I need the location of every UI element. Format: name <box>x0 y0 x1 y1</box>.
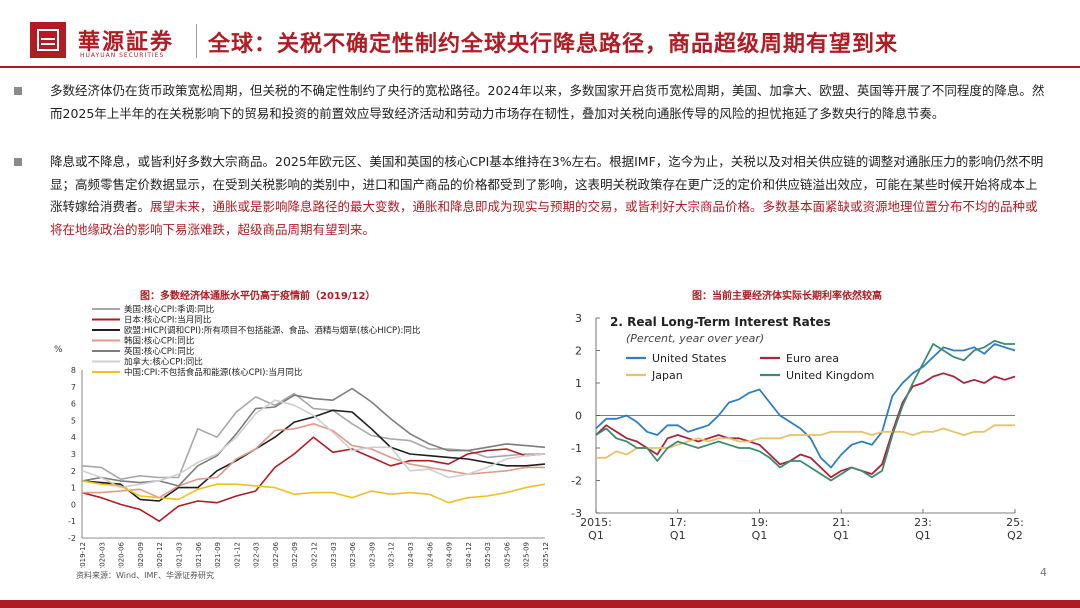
chart1-y-tick-label: 4 <box>71 433 76 442</box>
chart1-x-tick-label: 2022-12 <box>311 542 319 568</box>
chart1-x-tick-label: 2021-09 <box>214 542 222 568</box>
header-divider <box>196 24 197 58</box>
chart1-y-tick-label: 3 <box>71 450 76 459</box>
chart2-legend-label: Japan <box>651 369 683 382</box>
chart2-y-tick-label: 3 <box>575 312 582 325</box>
chart1-y-tick-label: 7 <box>71 383 76 392</box>
chart1-y-tick-label: 6 <box>71 400 76 409</box>
chart1-legend-label: 韩国:核心CPI:同比 <box>124 336 194 347</box>
brand-name: 華源証券 <box>78 29 175 55</box>
chart2-x-tick-label: 21: Q1 <box>832 516 850 542</box>
chart2-legend-label: Euro area <box>786 352 839 365</box>
chart2-y-tick-label: 0 <box>575 410 582 423</box>
chart2-svg: -3 -2 -1 0 1 2 3 2015: Q1 17: Q1 19: Q1 21: Q1 23: Q1 25… <box>571 312 1024 542</box>
chart2-series-line <box>596 424 1015 459</box>
chart1-legend-label: 英国:核心CPI:同比 <box>124 346 194 357</box>
chart1-x-tick-label: 2020-06 <box>118 541 126 568</box>
chart2-x-tick-label: 23: Q1 <box>914 516 932 542</box>
chart2-legend-label: United States <box>652 352 727 365</box>
chart1-title: 图：多数经济体通胀水平仍高于疫情前（2019/12） <box>140 291 376 302</box>
chart1-x-tick-label: 2025-06 <box>503 541 511 568</box>
bullet-highlight-text: 展望未来，通胀或是影响降息路径的最大变数，通胀和降息即成为现实与预期的交易，或皆… <box>50 199 1038 237</box>
chart1-x-tick-label: 2020-09 <box>137 542 145 568</box>
chart2-x-tick-label: 25: Q2 <box>1006 516 1024 542</box>
chart1-x-tick-label: 2021-12 <box>233 542 241 568</box>
chart1-series-line <box>81 399 546 489</box>
chart2-legend-label: United Kingdom <box>786 369 874 382</box>
chart1-series-line <box>81 480 546 504</box>
logo-icon <box>30 22 66 58</box>
chart1-x-tick-label: 2025-03 <box>484 542 492 568</box>
chart2-title: 图：当前主要经济体实际长期利率依然较高 <box>692 291 882 302</box>
chart2-title-text: 2. Real Long-Term Interest Rates <box>610 315 831 329</box>
header-rule <box>0 66 1080 68</box>
bullet-text: 多数经济体仍在货币政策宽松周期，但关税的不确定性制约了央行的宽松路径。2024年… <box>50 83 1045 121</box>
chart1-x-tick-label: 2021-03 <box>175 542 183 568</box>
chart1-legend-label: 欧盟:HICP(调和CPI):所有项目不包括能源、食品、酒精与烟草(核心HICP… <box>124 325 420 336</box>
chart1-x-tick-label: 2023-03 <box>330 542 338 568</box>
chart1-y-tick-label: 0 <box>71 500 76 509</box>
chart2-series-line <box>595 372 1016 479</box>
chart2-x-tick-label: 19: Q1 <box>751 516 769 542</box>
chart1-y-unit-label: % <box>54 345 63 355</box>
chart1-x-tick-label: 2022-06 <box>272 541 280 568</box>
chart1-x-tick-label: 2024-09 <box>446 542 454 568</box>
chart1-x-tick-label: 2021-06 <box>195 541 203 568</box>
chart2-series-line <box>595 343 1016 469</box>
chart1-x-tick-label: 2025-12 <box>542 542 550 568</box>
chart2-y-tick-label: -2 <box>571 475 582 488</box>
chart1-x-tick-label: 2025-09 <box>523 542 531 568</box>
chart1-y-tick-label: -1 <box>68 517 76 526</box>
chart1-x-tick-label: 2023-12 <box>388 542 396 568</box>
chart2-y-tick-label: 2 <box>575 345 582 358</box>
bullet-text: 降息或不降息，或皆利好多数大宗商品。2025年欧元区、美国和英国的核心CPI基本… <box>50 154 1044 214</box>
chart2-x-tick-label: 17: Q1 <box>669 516 687 542</box>
chart1-legend-label: 加拿大:核心CPI:同比 <box>124 357 203 368</box>
footer-bar <box>0 600 1080 608</box>
bullet-square-icon <box>14 87 22 95</box>
chart1-x-tick-label: 2022-09 <box>291 542 299 568</box>
chart1-y-tick-label: 5 <box>71 416 76 425</box>
chart1-y-tick-label: 1 <box>71 484 76 493</box>
chart1-x-tick-label: 2024-06 <box>426 541 434 568</box>
chart1-y-tick-label: 2 <box>71 467 76 476</box>
chart2-y-tick-label: 1 <box>575 377 582 390</box>
chart1-y-tick-label: -2 <box>68 534 76 543</box>
chart1-x-tick-label: 2019-12 <box>79 542 87 568</box>
chart1-legend-label: 美国:核心CPI:季调:同比 <box>124 304 214 315</box>
chart2-subtitle: (Percent, year over year) <box>626 332 764 345</box>
chart1-legend-label: 中国:CPI:不包括食品和能源(核心CPI):当月同比 <box>124 367 302 378</box>
chart1-legend-label: 日本:核心CPI:当月同比 <box>124 315 211 326</box>
page-number: 4 <box>1040 566 1047 579</box>
brand-name-en: HUAYUAN SECURITIES <box>80 52 165 59</box>
page-title: 全球：关税不确定性制约全球央行降息路径，商品超级周期有望到来 <box>208 32 899 57</box>
source-note: 资料来源：Wind、IMF、华源证券研究 <box>76 571 214 580</box>
chart2-series-line <box>595 339 1015 482</box>
chart1-series-line <box>81 392 545 480</box>
bullet-square-icon <box>14 158 22 166</box>
chart1-x-tick-label: 2022-03 <box>253 542 261 568</box>
chart1-x-tick-label: 2023-09 <box>368 542 376 568</box>
chart1-svg: % -2 -1 0 1 2 3 4 5 6 7 8 2019-12 2020-03 2020-06 202… <box>54 304 550 568</box>
bullet-paragraph-1: 多数经济体仍在货币政策宽松周期，但关税的不确定性制约了央行的宽松路径。2024年… <box>14 80 1045 125</box>
chart1-x-tick-label: 2020-12 <box>156 542 164 568</box>
chart1-x-tick-label: 2023-06 <box>349 541 357 568</box>
chart1-y-tick-label: 8 <box>71 366 76 375</box>
chart2-y-tick-label: -3 <box>571 507 582 520</box>
chart1-x-tick-label: 2020-03 <box>98 542 106 568</box>
chart1-x-tick-label: 2024-12 <box>465 542 473 568</box>
chart1-x-tick-label: 2024-03 <box>407 542 415 568</box>
chart2-y-tick-label: -1 <box>571 442 582 455</box>
chart1-series-line <box>81 409 546 502</box>
bullet-paragraph-2: 降息或不降息，或皆利好多数大宗商品。2025年欧元区、美国和英国的核心CPI基本… <box>14 151 1045 241</box>
chart2-x-tick-label: 2015: Q1 <box>580 516 612 542</box>
chart1-series-line <box>81 436 546 522</box>
